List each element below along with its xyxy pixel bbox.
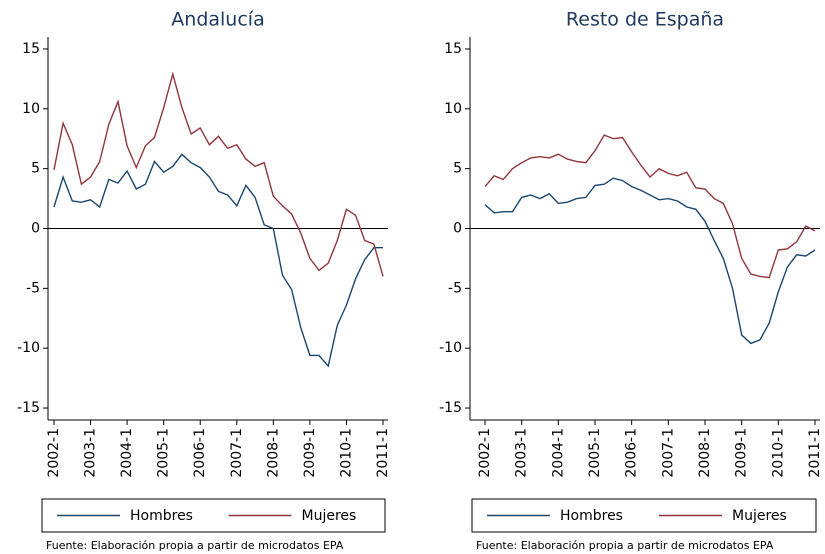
y-tick-label: -5 xyxy=(26,280,40,296)
x-tick-label: 2007-1 xyxy=(229,428,245,478)
x-tick-label: 2002-1 xyxy=(46,428,62,478)
x-tick-label: 2011-1 xyxy=(375,428,391,478)
x-tick-label: 2007-1 xyxy=(660,428,676,478)
x-tick-label: 2006-1 xyxy=(192,428,208,478)
legend-label: Mujeres xyxy=(732,508,787,524)
x-tick-label: 2011-1 xyxy=(807,428,823,478)
x-tick-label: 2003-1 xyxy=(83,428,99,478)
y-tick-label: -15 xyxy=(439,400,462,416)
y-tick-label: 15 xyxy=(444,41,462,57)
y-tick-label: 0 xyxy=(453,221,462,237)
y-tick-label: 0 xyxy=(31,221,40,237)
y-tick-label: -10 xyxy=(439,340,462,356)
x-tick-label: 2005-1 xyxy=(587,428,603,478)
x-tick-label: 2003-1 xyxy=(514,428,530,478)
legend-label: Mujeres xyxy=(302,508,357,524)
x-tick-label: 2006-1 xyxy=(624,428,640,478)
source-note: Fuente: Elaboración propia a partir de m… xyxy=(46,539,344,552)
source-note: Fuente: Elaboración propia a partir de m… xyxy=(476,539,774,552)
x-tick-label: 2004-1 xyxy=(550,428,566,478)
y-tick-label: -15 xyxy=(17,400,40,416)
y-tick-label: 5 xyxy=(31,161,40,177)
y-tick-label: 5 xyxy=(453,161,462,177)
chart-title: Andalucía xyxy=(171,9,264,31)
series-line xyxy=(484,134,816,279)
y-tick-label: 15 xyxy=(22,41,40,57)
x-tick-label: 2009-1 xyxy=(734,428,750,478)
chart-title: Resto de España xyxy=(566,9,724,31)
series-line xyxy=(53,153,383,368)
x-tick-label: 2008-1 xyxy=(265,428,281,478)
series-line xyxy=(484,177,816,345)
x-tick-label: 2009-1 xyxy=(302,428,318,478)
x-tick-label: 2004-1 xyxy=(119,428,135,478)
y-tick-label: 10 xyxy=(444,101,462,117)
legend-label: Hombres xyxy=(130,508,193,524)
x-tick-label: 2002-1 xyxy=(477,428,493,478)
x-tick-label: 2010-1 xyxy=(338,428,354,478)
x-tick-label: 2008-1 xyxy=(697,428,713,478)
x-tick-label: 2005-1 xyxy=(156,428,172,478)
y-tick-label: 10 xyxy=(22,101,40,117)
legend-label: Hombres xyxy=(560,508,623,524)
x-tick-label: 2010-1 xyxy=(770,428,786,478)
y-tick-label: -5 xyxy=(448,280,462,296)
series-line xyxy=(53,71,384,277)
y-tick-label: -10 xyxy=(17,340,40,356)
